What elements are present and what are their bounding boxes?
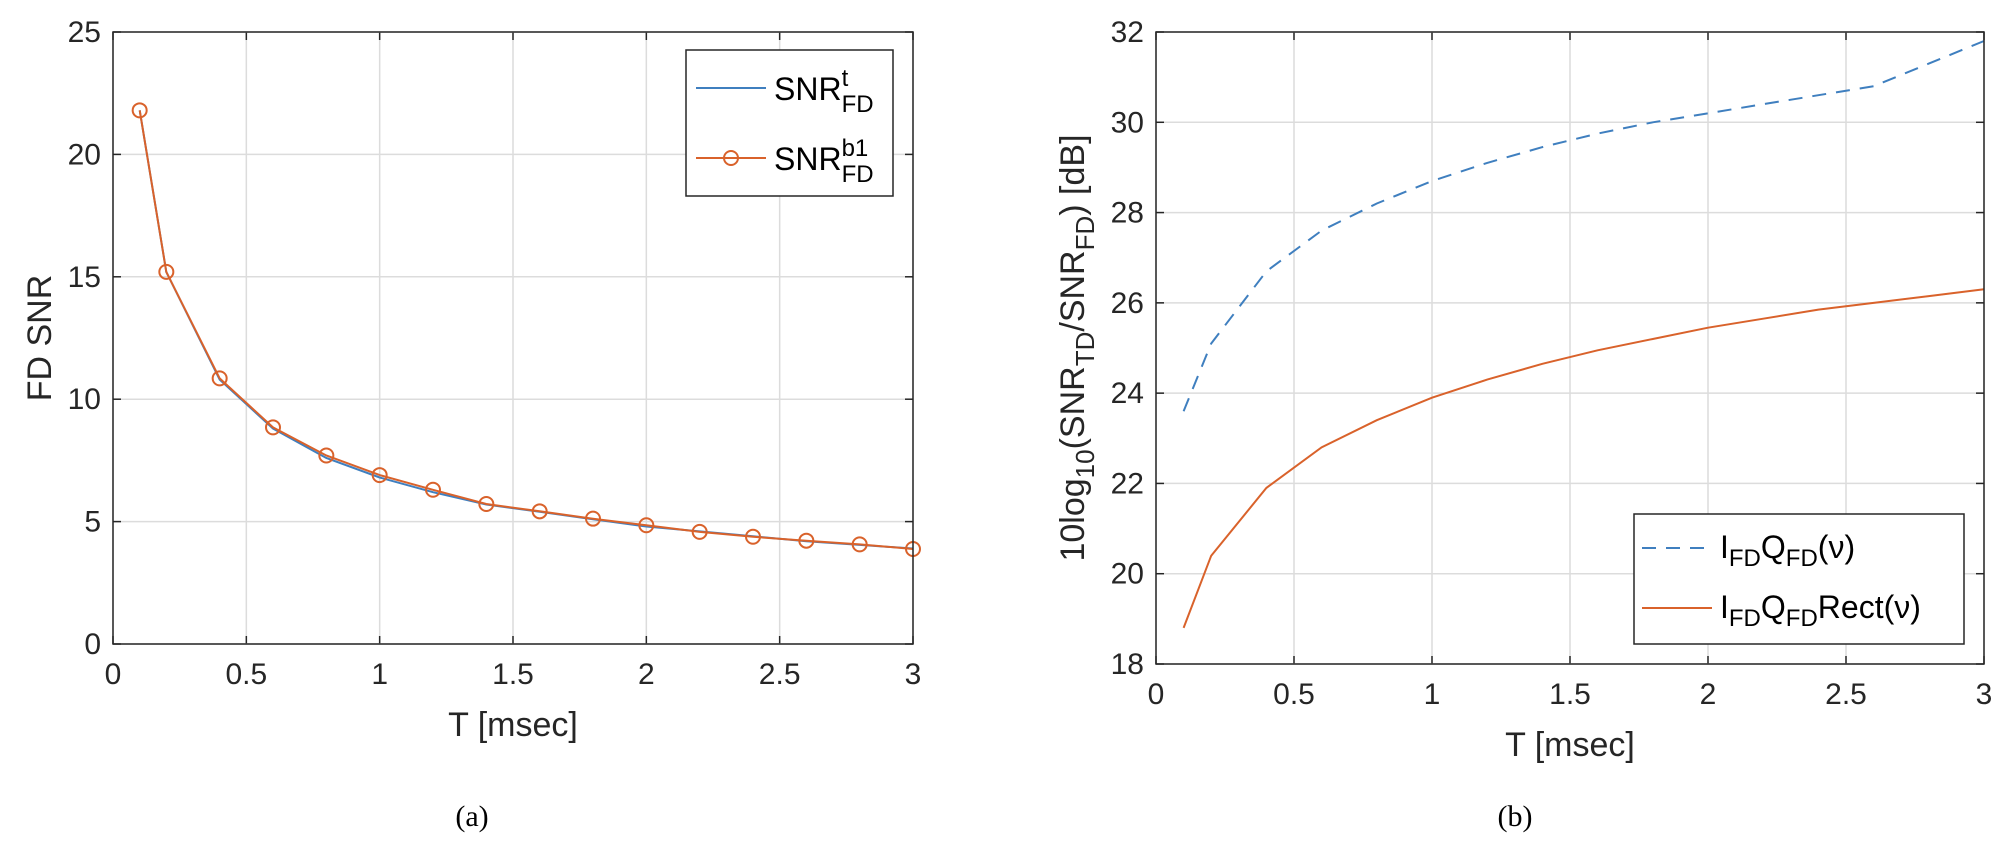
panel-b-legend-label-2: IFDQFDRect(ν) [1720, 589, 1921, 632]
series-2-point [131, 102, 148, 119]
y-tick-label: 20 [1111, 558, 1144, 591]
panel-a-legend-label-1: SNRt FD [774, 65, 874, 118]
b-leg2-rect: Rect(ν) [1818, 589, 1921, 625]
b-leg1-nu: (ν) [1818, 529, 1855, 565]
series-2-point [691, 523, 708, 540]
caption-b: (b) [1498, 800, 1533, 833]
series-2-line [138, 110, 914, 550]
panel-b-x-axis-label: T [msec] [1505, 726, 1635, 764]
y-tick-label: 32 [1111, 16, 1144, 49]
series-2-point [211, 370, 228, 387]
x-tick-label: 2.5 [759, 658, 801, 691]
panel-b-legend-box [1633, 513, 1965, 645]
x-tick-label: 0 [1148, 678, 1165, 711]
x-tick-label: 1 [371, 658, 388, 691]
legend-1-base: SNR [774, 71, 842, 107]
b-leg2-sub2: FD [1786, 605, 1818, 632]
series-2-point [851, 536, 868, 553]
b-leg2-q: Q [1761, 589, 1786, 625]
panel-b-tick-labels: 0 0.5 1 1.5 2 2.5 3 18 20 22 24 26 28 30 32 [1111, 16, 1993, 711]
caption-a: (a) [455, 800, 488, 833]
ylabel-sub-td: TD [1070, 332, 1100, 367]
x-tick-label: 0.5 [1273, 678, 1315, 711]
y-tick-label: 24 [1111, 377, 1144, 410]
panel-b-legend-label-1: IFDQFD(ν) [1720, 529, 1855, 572]
series-2-point [158, 263, 175, 280]
series-2-point [798, 532, 815, 549]
panel-a-legend-box [685, 49, 894, 197]
x-tick-label: 1.5 [1549, 678, 1591, 711]
x-tick-label: 2 [1700, 678, 1717, 711]
series-2-point [478, 495, 495, 512]
x-tick-label: 0.5 [225, 658, 267, 691]
y-tick-label: 22 [1111, 467, 1144, 500]
series-2-point [371, 467, 388, 484]
y-tick-label: 18 [1111, 648, 1144, 681]
series-2-point [318, 447, 335, 464]
panel-b-y-axis-label: 10log10(SNRTD/SNRFD) [dB] [1054, 134, 1100, 561]
y-tick-label: 5 [84, 506, 101, 539]
legend-2-superscript: b1 [842, 135, 869, 162]
y-tick-label: 0 [84, 628, 101, 661]
b-leg1-q: Q [1761, 529, 1786, 565]
y-tick-label: 20 [68, 138, 101, 171]
panel-b-series [1182, 40, 1985, 629]
ylabel-part-snr-td: (SNR [1054, 366, 1092, 449]
x-tick-label: 1.5 [492, 658, 534, 691]
series-2-point [638, 517, 655, 534]
ylabel-part-snr-fd: /SNR [1054, 250, 1092, 331]
b-leg2-sub1: FD [1729, 605, 1761, 632]
series-2-line [1182, 288, 1985, 629]
series-2-point [425, 481, 441, 498]
x-tick-label: 0 [105, 658, 122, 691]
legend-2-base: SNR [774, 141, 842, 177]
series-1-line [1182, 40, 1985, 412]
panel-a-series [131, 102, 921, 558]
panel-a-legend: SNRt FD SNRb1 FD [685, 49, 894, 197]
series-2-point [265, 419, 281, 436]
panel-a-x-axis-label: T [msec] [448, 706, 578, 744]
legend-1-superscript: t [842, 65, 849, 92]
b-leg2-i: I [1720, 589, 1729, 625]
panel-a-axes-box [112, 31, 914, 645]
ylabel-part-log: 10log [1054, 478, 1092, 561]
x-tick-label: 3 [905, 658, 922, 691]
ylabel-sub-10: 10 [1070, 449, 1100, 478]
panel-a-legend-marker-2 [723, 150, 739, 166]
x-tick-label: 1 [1424, 678, 1441, 711]
panel-b-axes-box [1155, 31, 1985, 665]
panel-a-legend-label-2: SNRb1 FD [774, 135, 874, 188]
y-tick-label: 30 [1111, 106, 1144, 139]
y-tick-label: 25 [68, 16, 101, 49]
y-tick-label: 10 [68, 383, 101, 416]
series-2-point [531, 503, 548, 520]
ylabel-sub-fd: FD [1070, 216, 1100, 251]
y-tick-label: 15 [68, 261, 101, 294]
legend-1-subscript: FD [842, 91, 874, 118]
legend-2-subscript: FD [842, 161, 874, 188]
y-tick-label: 26 [1111, 287, 1144, 320]
panel-a-tick-labels: 0 0.5 1 1.5 2 2.5 3 0 5 10 15 20 25 [68, 16, 922, 691]
b-leg1-i: I [1720, 529, 1729, 565]
x-tick-label: 2.5 [1825, 678, 1867, 711]
x-tick-label: 2 [638, 658, 655, 691]
panel-a-y-axis-label: FD SNR [21, 275, 59, 402]
series-2-point [745, 528, 761, 545]
panel-b-legend: IFDQFD(ν) IFDQFDRect(ν) [1633, 513, 1965, 645]
ylabel-part-db: ) [dB] [1054, 134, 1092, 215]
series-2-point [585, 510, 601, 527]
b-leg1-sub2: FD [1786, 545, 1818, 572]
y-tick-label: 28 [1111, 197, 1144, 230]
x-tick-label: 3 [1976, 678, 1993, 711]
b-leg1-sub1: FD [1729, 545, 1761, 572]
panel-b: 0 0.5 1 1.5 2 2.5 3 18 20 22 24 26 28 30 32 T [msec] 1… [1054, 16, 1992, 833]
